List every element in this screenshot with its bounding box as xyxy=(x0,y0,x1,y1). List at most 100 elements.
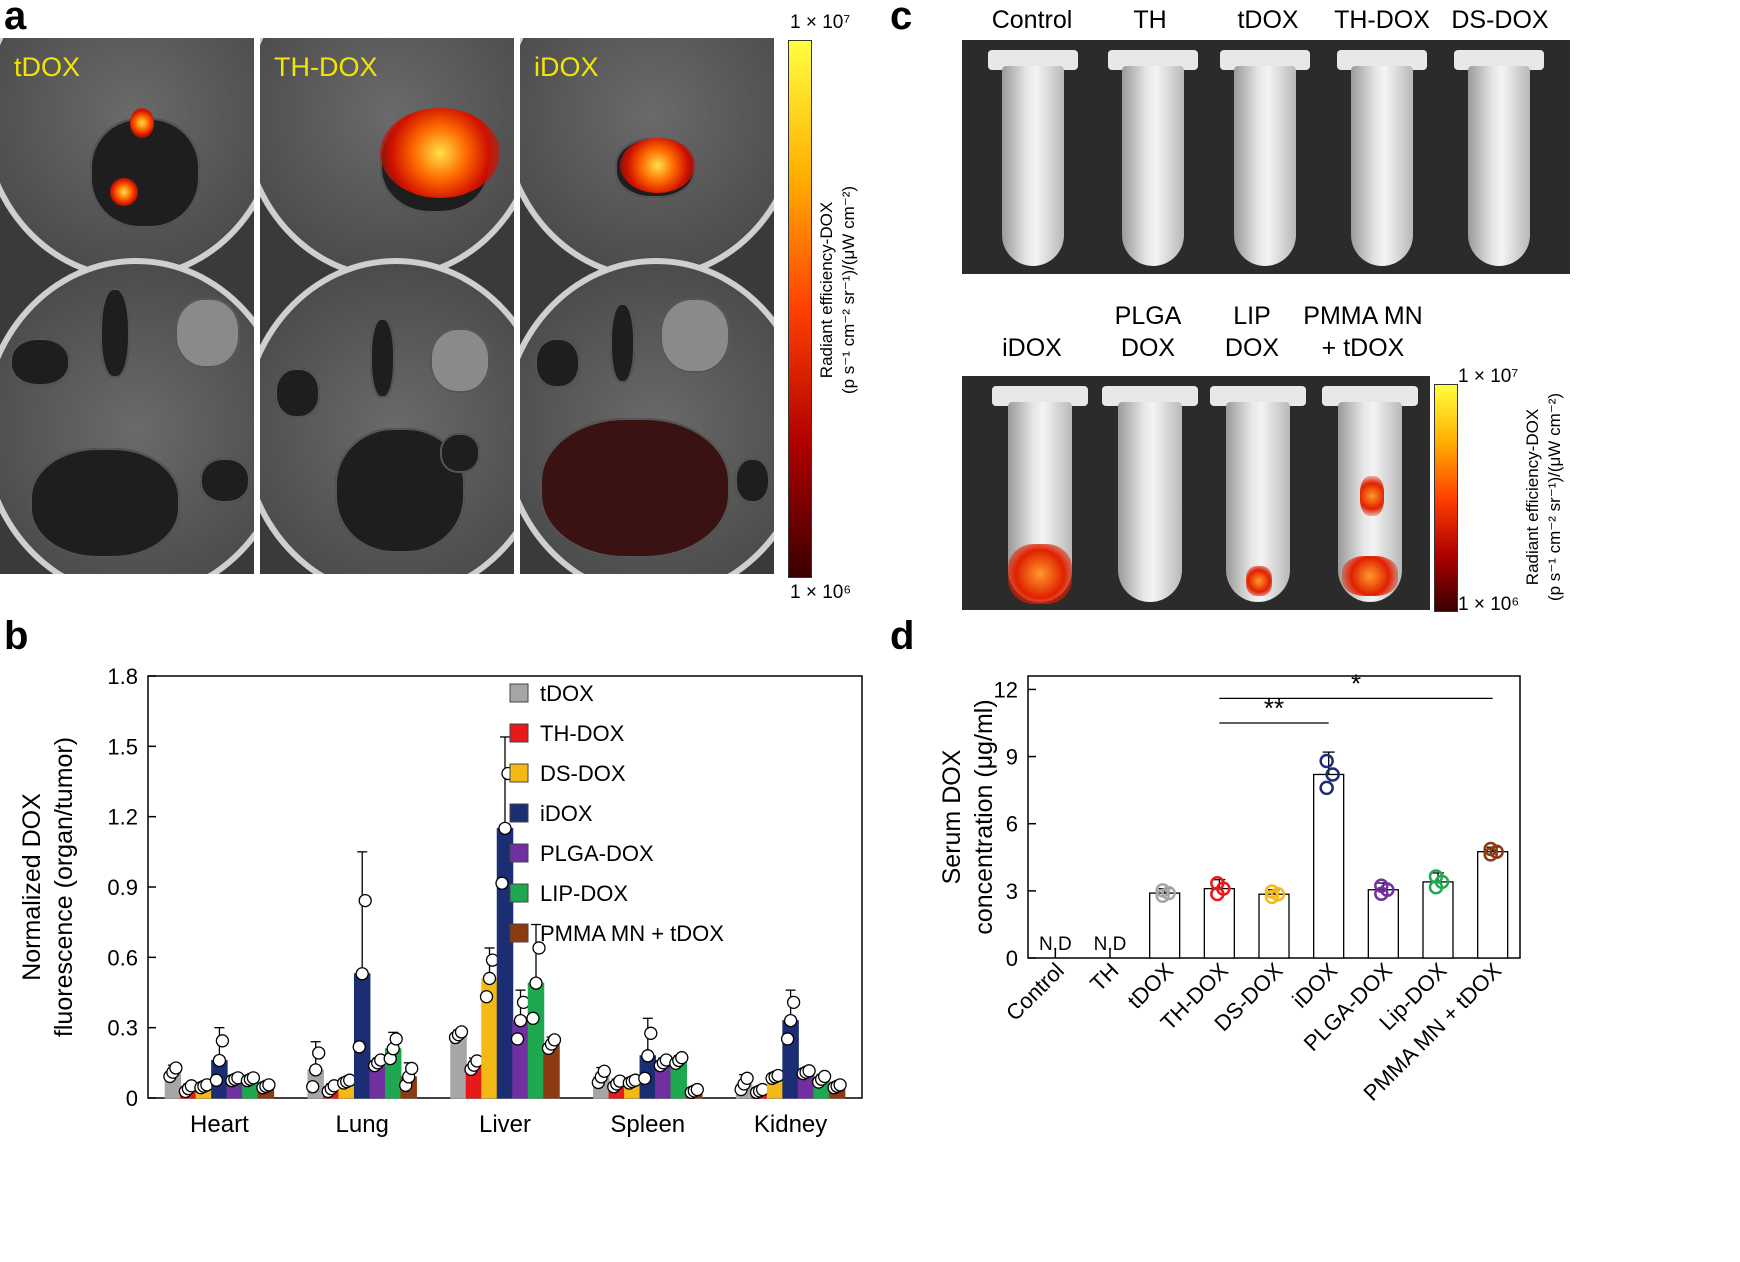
organ-heart xyxy=(535,338,580,388)
bar xyxy=(1367,889,1399,959)
data-point xyxy=(690,1082,704,1097)
data-point xyxy=(740,1071,754,1085)
fluorescence-signal xyxy=(1008,544,1072,604)
tube-label-control: Control xyxy=(991,6,1073,34)
tube-tdox xyxy=(1234,66,1296,266)
legend-label: TH-DOX xyxy=(540,721,625,746)
organ-heart xyxy=(275,368,320,418)
fluorescence-signal xyxy=(620,138,695,193)
colorbar-a-min: 1 × 10⁶ xyxy=(790,582,852,603)
significance-label: * xyxy=(1351,668,1361,698)
x-tick-label: Spleen xyxy=(610,1111,685,1138)
tube-label-plga-dox: PLGA DOX xyxy=(1114,302,1182,362)
y-tick-label: 9 xyxy=(1006,745,1018,770)
tube-th-dox xyxy=(1351,66,1413,266)
tube-label-th: TH xyxy=(1133,6,1167,34)
data-point xyxy=(479,990,494,1004)
data-point xyxy=(454,1025,469,1039)
data-point xyxy=(786,995,801,1009)
organ-spleen xyxy=(610,303,635,383)
fluorescence-signal xyxy=(1342,556,1398,596)
data-point xyxy=(526,1011,540,1025)
data-point xyxy=(215,1034,230,1048)
bar xyxy=(782,1020,799,1099)
chart-organ-distribution: 0 0.3 0.6 0.9 1.2 1.5 1.8 Normalized DOX fluores… xyxy=(18,664,863,1138)
y-tick-label: 3 xyxy=(1006,879,1018,904)
y-tick-label: 1.2 xyxy=(107,805,138,830)
data-point xyxy=(343,1073,357,1087)
data-point xyxy=(638,1071,652,1085)
tube-image-bottom xyxy=(962,376,1430,610)
y-axis-label: Normalized DOX fluorescence (organ/tumor) xyxy=(18,737,78,1037)
tube-cap xyxy=(1220,50,1310,70)
bar xyxy=(353,973,371,1099)
data-point xyxy=(389,1032,403,1046)
tube-cap xyxy=(1102,386,1198,406)
data-point xyxy=(1319,753,1334,769)
tube-cap xyxy=(1108,50,1198,70)
tube-cap xyxy=(992,386,1088,406)
x-tick-label: Liver xyxy=(479,1111,531,1138)
y-tick-label: 0.6 xyxy=(107,945,138,970)
legend-label: PLGA-DOX xyxy=(540,841,654,866)
data-point xyxy=(209,1073,224,1087)
data-point xyxy=(1155,883,1170,898)
y-tick-label: 0.9 xyxy=(107,875,138,900)
tube-label-lip-dox: LIP DOX xyxy=(1224,302,1280,362)
legend-swatch xyxy=(509,723,529,743)
organ-lung xyxy=(175,298,240,368)
data-point xyxy=(644,1026,658,1040)
data-point xyxy=(352,1040,366,1054)
legend-swatch xyxy=(509,683,529,703)
tile-label: tDOX xyxy=(14,52,81,82)
data-point xyxy=(355,967,369,981)
bar xyxy=(1149,892,1181,959)
data-point xyxy=(1325,767,1340,782)
data-point xyxy=(495,876,509,890)
bar xyxy=(527,982,545,1099)
legend-swatch xyxy=(509,843,529,863)
legend-label: tDOX xyxy=(540,681,594,706)
organ-image-idox: iDOX xyxy=(520,38,774,574)
tube-cap xyxy=(1322,386,1418,406)
data-point xyxy=(529,976,543,990)
data-point xyxy=(783,1013,798,1028)
y-axis-label-line1: Serum DOX xyxy=(938,749,966,884)
y-tick-label: 1.5 xyxy=(107,734,138,759)
bar xyxy=(450,1034,467,1099)
tube-plga-dox xyxy=(1118,402,1182,602)
y-axis-label-line2: fluorescence (organ/tumor) xyxy=(50,737,78,1037)
data-point xyxy=(405,1061,419,1076)
legend-label: DS-DOX xyxy=(540,761,626,786)
data-point xyxy=(532,941,546,955)
organ-liver xyxy=(540,418,730,558)
data-point xyxy=(306,1080,320,1094)
data-point xyxy=(358,893,372,908)
data-point xyxy=(817,1069,832,1084)
organ-image-tdox: tDOX xyxy=(0,38,254,574)
nd-label: N.D xyxy=(1039,934,1072,955)
tube-ds-dox xyxy=(1468,66,1530,266)
data-point xyxy=(498,821,512,836)
data-point xyxy=(262,1078,276,1092)
y-tick-label: 0.3 xyxy=(107,1016,138,1041)
organ-kidney xyxy=(440,433,480,473)
colorbar-c-max: 1 × 10⁷ xyxy=(1458,366,1519,387)
y-axis-label: Serum DOX concentration (μg/ml) xyxy=(938,699,998,934)
bar xyxy=(512,1020,529,1099)
legend-label: PMMA MN + tDOX xyxy=(540,921,724,946)
x-tick-label: Kidney xyxy=(754,1111,827,1138)
data-point xyxy=(516,995,531,1009)
data-point xyxy=(169,1061,183,1075)
fluorescence-signal xyxy=(130,108,154,138)
tube-image-top xyxy=(962,40,1570,274)
fluorescence-signal xyxy=(110,178,138,206)
colorbar-a-max: 1 × 10⁷ xyxy=(790,12,851,33)
tube-cap xyxy=(988,50,1078,70)
legend-label: LIP-DOX xyxy=(540,881,628,906)
x-tick-label: Heart xyxy=(190,1111,249,1138)
legend-swatch xyxy=(509,803,529,823)
y-axis-label-line1: Normalized DOX xyxy=(18,793,46,981)
data-point xyxy=(1428,869,1444,884)
tube-label-ds-dox: DS-DOX xyxy=(1451,6,1549,34)
